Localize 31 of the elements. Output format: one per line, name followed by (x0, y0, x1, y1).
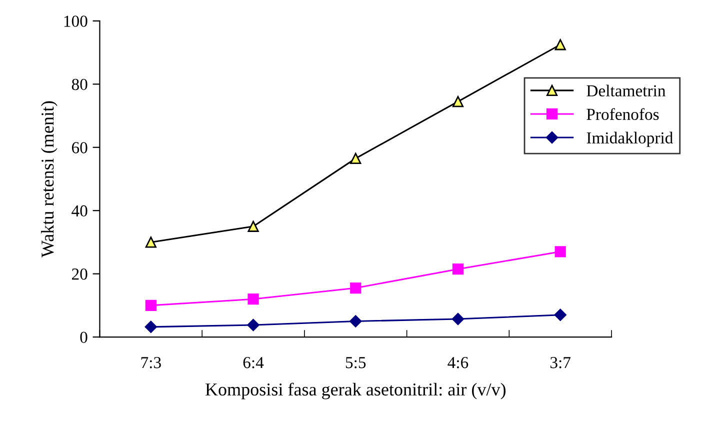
y-tick-label: 40 (72, 205, 88, 217)
point (248, 220, 259, 232)
point (350, 152, 362, 164)
point (350, 282, 362, 294)
y-tick-label: 0 (80, 332, 88, 343)
x-tick-label: 6:4 (243, 357, 264, 368)
point (554, 308, 566, 321)
point (144, 320, 158, 334)
point (554, 39, 566, 50)
point (452, 264, 464, 275)
legend-label: Profenofos (586, 108, 659, 120)
x-tick-label: 5:5 (346, 357, 366, 368)
y-tick-label: 20 (72, 268, 88, 280)
y-axis-title: Waktu retensi (menit) (41, 101, 58, 258)
point (452, 96, 464, 108)
point (248, 294, 259, 305)
point (145, 236, 156, 248)
x-tick-label: 7:3 (141, 357, 161, 368)
y-tick-label: 60 (72, 142, 88, 154)
legend-label: Deltametrin (586, 84, 666, 96)
y-tick-label: 80 (72, 78, 88, 90)
point (452, 312, 464, 326)
y-tick-label: 100 (64, 16, 88, 27)
legend-label: Imidakloprid (586, 132, 673, 147)
point (247, 318, 260, 332)
point (554, 246, 566, 258)
x-tick-label: 4:6 (448, 357, 468, 368)
x-tick-label: 3:7 (550, 357, 571, 368)
point (350, 315, 362, 328)
point (145, 300, 156, 311)
x-axis-title: Komposisi fasa gerak asetonitril: air (v/v) (205, 382, 506, 400)
